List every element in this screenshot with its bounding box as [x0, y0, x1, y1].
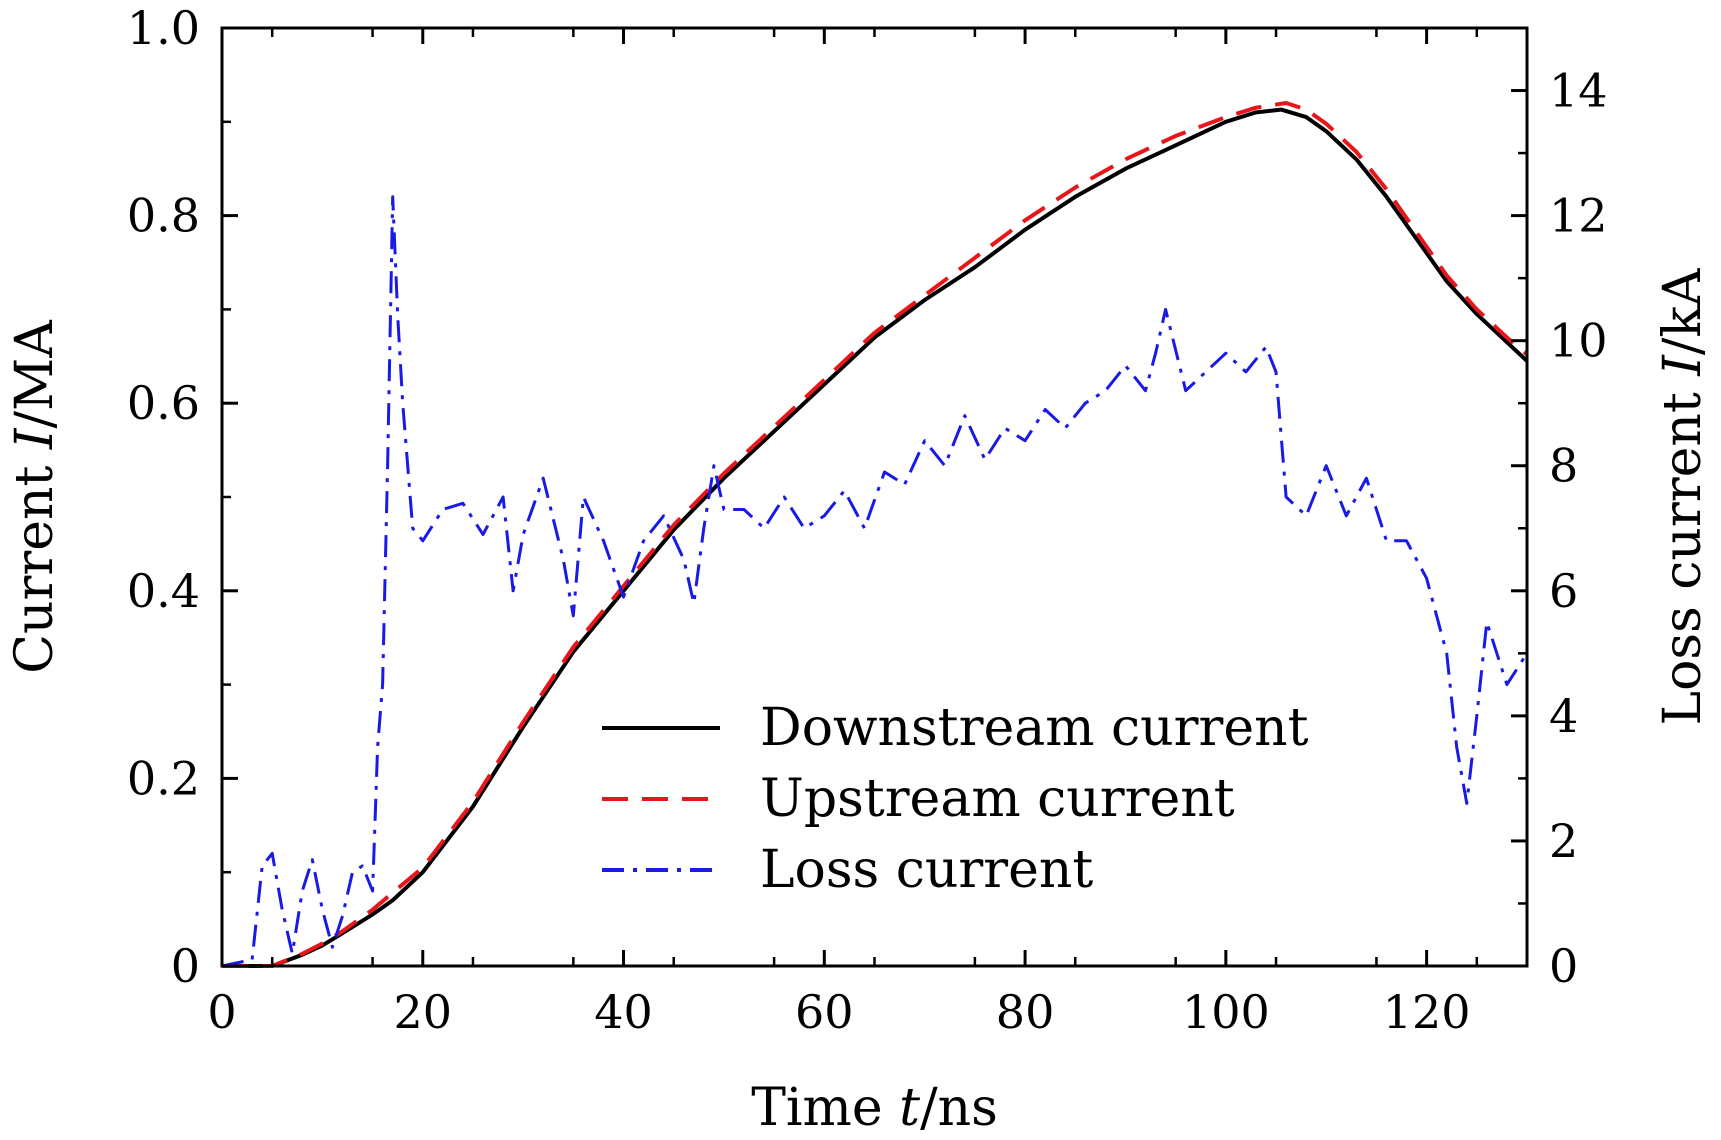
legend: Downstream current Upstream current Loss c… — [602, 698, 1309, 900]
y-right-tick-label: 4 — [1549, 689, 1578, 743]
legend-label-3: Loss current — [760, 840, 1093, 900]
y-right-tick-label: 0 — [1549, 939, 1578, 993]
y-left-axis-title-var: I — [5, 427, 65, 450]
series-line-2 — [222, 101, 1529, 968]
y-left-axis-title-post: /MA — [5, 319, 65, 429]
y-right-tick-label: 6 — [1549, 564, 1578, 618]
y-right-axis-title-var: I — [1653, 354, 1713, 377]
y-right-tick-label: 10 — [1549, 314, 1608, 368]
y-left-tick-label: 0 — [171, 939, 200, 993]
y-right-axis-title: Loss current I/kA — [1653, 267, 1713, 725]
ticks-layer: 0 20 40 60 80 100 120 0 0.2 0.4 0.6 0.8 1.0 0 2 4 6 8 10 12… — [127, 1, 1608, 1039]
y-right-tick-label: 2 — [1549, 814, 1578, 868]
x-tick-label: 60 — [795, 985, 854, 1039]
y-right-tick-label: 14 — [1549, 64, 1608, 118]
x-tick-label: 80 — [996, 985, 1055, 1039]
y-left-axis-title-pre: Current — [5, 449, 65, 674]
y-right-axis-title-pre: Loss current — [1653, 376, 1713, 726]
x-axis-title: Time t/ns — [751, 1078, 998, 1138]
legend-label-2: Upstream current — [760, 769, 1235, 829]
x-tick-label: 0 — [207, 985, 236, 1039]
x-tick-label: 100 — [1182, 985, 1270, 1039]
series-line-3 — [221, 195, 1529, 968]
x-axis-title-var: t — [899, 1078, 920, 1138]
y-left-tick-label: 0.6 — [127, 376, 200, 430]
x-tick-label: 40 — [594, 985, 653, 1039]
y-left-tick-label: 0.4 — [127, 564, 200, 618]
y-right-tick-label: 8 — [1549, 439, 1578, 493]
legend-label-1: Downstream current — [760, 698, 1309, 758]
series-line-1 — [222, 107, 1529, 968]
x-tick-label: 20 — [393, 985, 452, 1039]
y-left-tick-label: 1.0 — [127, 1, 200, 55]
x-axis-title-post: /ns — [920, 1078, 998, 1138]
x-tick-label: 120 — [1383, 985, 1471, 1039]
series-layer — [221, 101, 1529, 968]
x-axis-title-pre: Time — [751, 1078, 899, 1138]
y-right-tick-label: 12 — [1549, 189, 1608, 243]
y-right-axis-title-post: /kA — [1653, 267, 1713, 355]
y-left-tick-label: 0.8 — [127, 189, 200, 243]
y-left-axis-title: Current I/MA — [5, 319, 65, 674]
y-left-tick-label: 0.2 — [127, 751, 200, 805]
